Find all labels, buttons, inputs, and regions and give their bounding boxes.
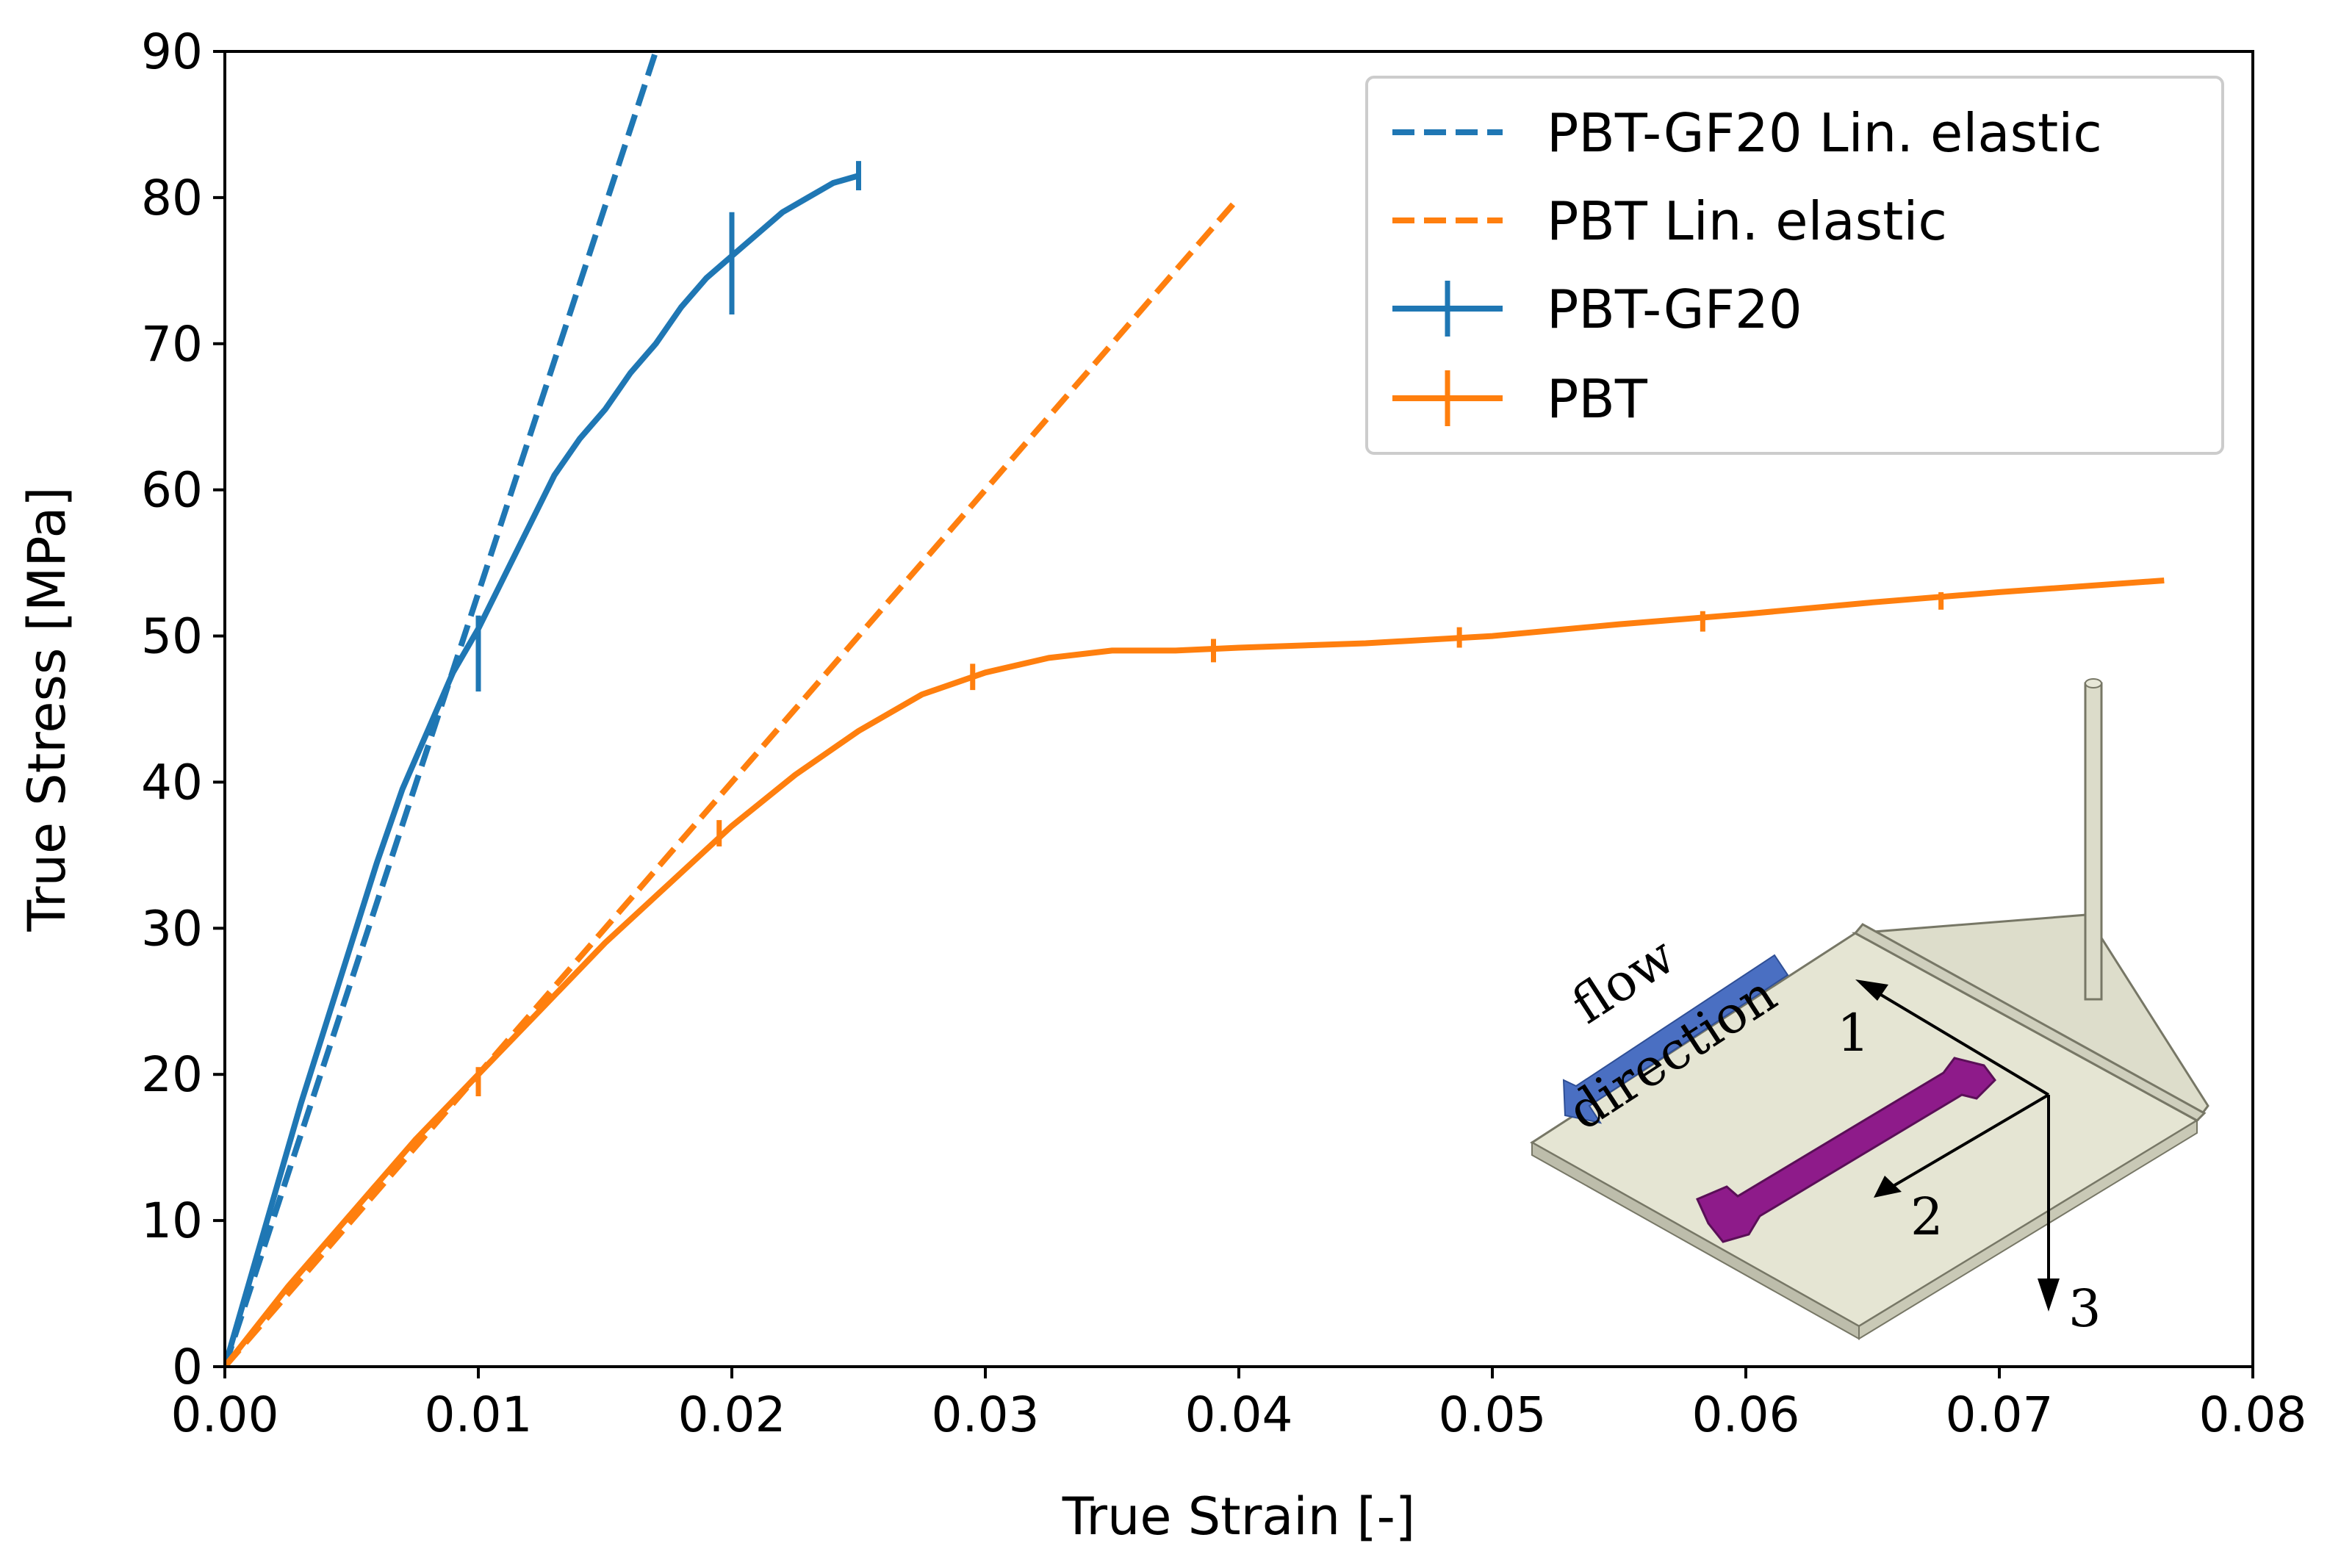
y-tick-label: 30 — [141, 900, 203, 957]
x-tick-label: 0.06 — [1692, 1387, 1800, 1443]
legend-item: PBT-GF20 — [1392, 278, 1802, 340]
plate-side-right — [1858, 1119, 2198, 1340]
y-tick-label: 0 — [172, 1339, 203, 1395]
gate-bar — [1853, 923, 2207, 1122]
y-tick-label: 10 — [141, 1193, 203, 1249]
legend-box — [1365, 76, 2224, 455]
legend-item: PBT-GF20 Lin. elastic — [1392, 102, 2102, 164]
x-axis: 0.00 0.01 0.02 0.03 0.04 0.05 0.06 0.07 0.08 — [171, 1367, 2307, 1443]
axis-1-label: 1 — [1837, 1003, 1870, 1063]
y-tick-label: 70 — [141, 316, 203, 373]
x-tick-label: 0.02 — [678, 1387, 786, 1443]
legend: PBT-GF20 Lin. elastic PBT Lin. elastic PBT… — [1365, 76, 2224, 455]
x-axis-label: True Strain [-] — [1062, 1486, 1415, 1547]
sprue-top — [2085, 678, 2102, 688]
axis-1-arrowhead-icon — [1855, 979, 1888, 1001]
legend-label: PBT — [1547, 368, 1648, 430]
flow-arrow-icon — [1562, 954, 1789, 1124]
series-line-pbt — [225, 578, 2165, 1367]
x-tick-label: 0.07 — [1946, 1387, 2054, 1443]
specimen — [1695, 1057, 1996, 1243]
y-axis-label: True Stress [MPa] — [17, 486, 77, 932]
x-tick-label: 0.04 — [1185, 1387, 1293, 1443]
axis-2-label: 2 — [1910, 1187, 1943, 1247]
x-tick-label: 0.00 — [171, 1387, 279, 1443]
series-line-pbt-gf20-lin-elastic — [225, 51, 659, 1367]
y-tick-label: 60 — [141, 462, 203, 519]
y-axis: 0 10 20 30 40 50 60 70 80 90 — [141, 24, 225, 1395]
legend-item: PBT — [1392, 368, 1648, 430]
y-tick-label: 40 — [141, 754, 203, 810]
legend-item: PBT Lin. elastic — [1392, 190, 1947, 252]
axis-3-label: 3 — [2068, 1279, 2101, 1339]
y-tick-label: 50 — [141, 608, 203, 665]
x-tick-label: 0.01 — [425, 1387, 533, 1443]
axis-3-arrowhead-icon — [2038, 1279, 2060, 1312]
legend-label: PBT-GF20 — [1547, 278, 1802, 340]
series-line-pbt-gf20 — [225, 173, 860, 1367]
x-tick-label: 0.08 — [2199, 1387, 2307, 1443]
sprue — [2084, 682, 2103, 1001]
series-line-pbt-lin-elastic — [225, 195, 1242, 1367]
axis-2-arrowhead-icon — [1874, 1176, 1902, 1198]
y-tick-label: 90 — [141, 24, 203, 80]
axis-2-line — [1887, 1093, 2050, 1190]
series-group — [225, 51, 2165, 1367]
x-tick-label: 0.05 — [1439, 1387, 1547, 1443]
coordinate-axes — [1869, 987, 2050, 1290]
y-tick-label: 80 — [141, 170, 203, 226]
legend-label: PBT Lin. elastic — [1547, 190, 1947, 252]
legend-label: PBT-GF20 Lin. elastic — [1547, 102, 2102, 164]
axis-1-line — [1869, 987, 2050, 1096]
y-tick-label: 20 — [141, 1046, 203, 1103]
x-tick-label: 0.03 — [932, 1387, 1040, 1443]
flow-label: flow — [1561, 925, 1686, 1035]
